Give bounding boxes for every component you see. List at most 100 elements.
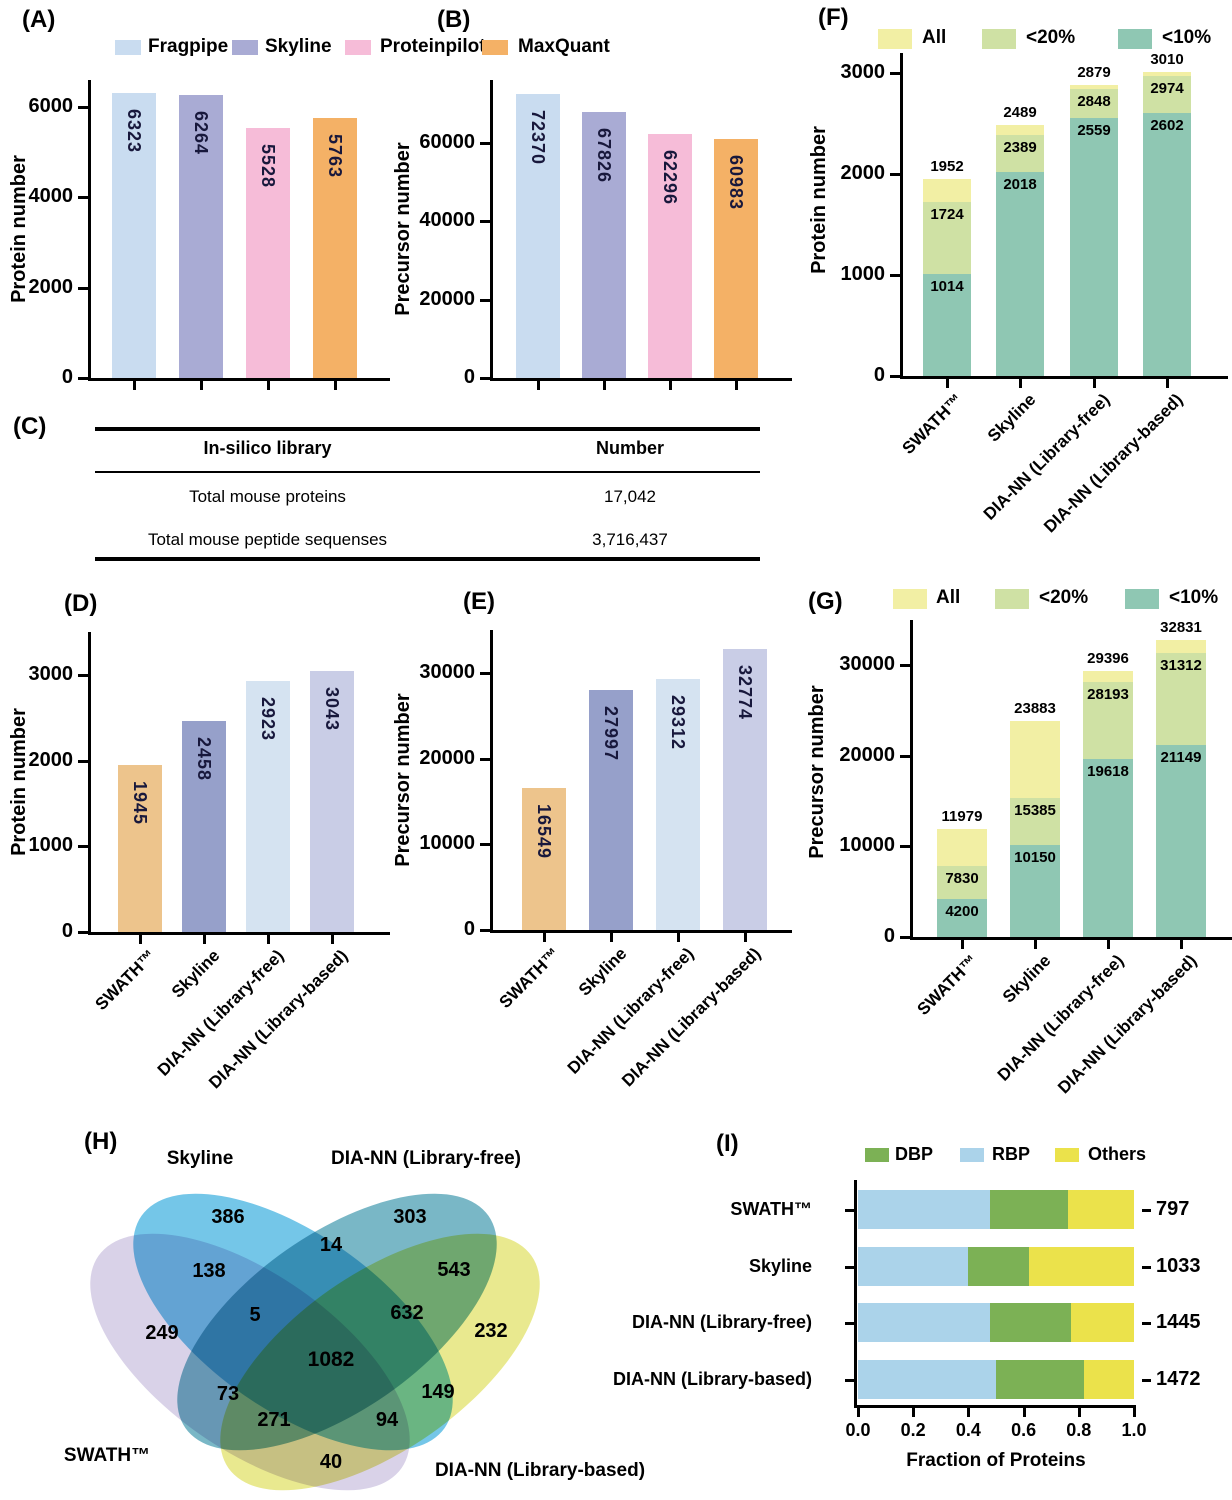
B-y-tick-label: 40000 xyxy=(419,209,475,232)
G-x-tick xyxy=(1107,940,1110,949)
D-y-tick-label: 3000 xyxy=(28,662,74,685)
E-bar-value-label: 27997 xyxy=(601,706,621,762)
venn-count-C: 303 xyxy=(393,1206,427,1228)
A-bar-Skyline xyxy=(179,95,223,378)
A-bar-MaxQuant xyxy=(313,117,357,378)
A-bar-Fragpipe xyxy=(112,92,156,378)
E-x-tick xyxy=(744,933,747,942)
G-bar-lt10-Skyline xyxy=(1010,845,1060,937)
table-header-border xyxy=(95,471,760,473)
venn-set-label-DIA-NN (Library-based): DIA-NN (Library-based) xyxy=(434,1460,646,1481)
G-y-tick xyxy=(900,936,910,939)
venn-set-label-SWATH™: SWATH™ xyxy=(63,1445,151,1466)
B-y-axis-title: Precursor number xyxy=(392,142,414,316)
A-y-tick xyxy=(78,286,88,290)
D-bar-DIA-NN (Library-free) xyxy=(246,681,290,932)
G-y-tick xyxy=(900,754,910,758)
F-x-tick xyxy=(1166,379,1169,388)
A-y-axis-title: Protein number xyxy=(8,155,30,303)
A-x-tick xyxy=(200,381,203,390)
F-y-tick xyxy=(890,173,900,177)
I-row-tick xyxy=(845,1265,854,1269)
I-x-tick xyxy=(857,1408,860,1417)
G-y-tick-label: 0 xyxy=(883,925,895,947)
I-segment-DBP-DIA-NN (Library-free) xyxy=(990,1303,1071,1342)
G-legend-swatch-<10% xyxy=(1125,589,1159,609)
legend-ab-swatch-Proteinpilot xyxy=(345,40,371,55)
I-segment-Others-DIA-NN (Library-based) xyxy=(1084,1360,1134,1399)
E-x-tick xyxy=(610,933,613,942)
I-x-tick-label: 0.0 xyxy=(845,1420,871,1440)
B-x-tick xyxy=(537,381,540,390)
venn-count-ABC: 5 xyxy=(249,1304,261,1326)
I-row-tick xyxy=(845,1321,854,1325)
G-x-axis xyxy=(910,937,1232,940)
I-y-axis xyxy=(854,1180,857,1408)
I-total-label: 797 xyxy=(1156,1197,1190,1220)
G-total-label: 32831 xyxy=(1160,618,1202,636)
D-x-axis xyxy=(88,932,390,935)
legend-ab-label: Fragpipe xyxy=(148,36,229,57)
panel-label-e: (E) xyxy=(463,588,495,615)
B-y-tick-label: 20000 xyxy=(419,287,475,310)
G-bar-lt20-DIA-NN (Library-free) xyxy=(1083,681,1133,760)
I-x-tick xyxy=(1077,1408,1081,1417)
E-bar-value-label: 16549 xyxy=(534,804,554,860)
venn-count-CD: 543 xyxy=(437,1259,471,1281)
F-legend-label: All xyxy=(922,27,947,48)
G-x-tick xyxy=(961,940,964,949)
A-x-axis xyxy=(88,378,390,381)
B-bar-value-label: 72370 xyxy=(528,110,548,166)
I-x-tick-label: 0.8 xyxy=(1066,1420,1092,1440)
G-bar-lt10-DIA-NN (Library-based) xyxy=(1156,745,1206,937)
D-bar-value-label: 1945 xyxy=(130,781,150,826)
E-x-tick xyxy=(543,933,546,942)
F-x-tick xyxy=(946,379,949,388)
B-x-axis xyxy=(490,378,792,381)
D-bar-value-label: 2923 xyxy=(258,697,278,742)
I-total-tick xyxy=(1142,1378,1151,1382)
G-lt10-label: 19618 xyxy=(1087,763,1129,781)
I-x-tick-label: 0.6 xyxy=(1011,1420,1037,1440)
table-top-border xyxy=(95,427,760,431)
D-bar-value-label: 2458 xyxy=(194,737,214,782)
venn-count-ABCD: 1082 xyxy=(307,1348,355,1371)
I-segment-Others-DIA-NN (Library-free) xyxy=(1070,1303,1134,1342)
I-legend-label: RBP xyxy=(992,1144,1031,1164)
F-x-tick xyxy=(1093,379,1096,388)
A-y-tick-label: 0 xyxy=(61,366,73,388)
B-x-tick xyxy=(669,381,672,390)
B-y-tick xyxy=(480,141,490,145)
panel-label-a: (A) xyxy=(22,6,56,33)
G-lt20-label: 28193 xyxy=(1087,685,1129,703)
B-y-tick xyxy=(480,377,490,380)
G-bar-lt20-SWATH™ xyxy=(937,866,987,899)
E-bar-Skyline xyxy=(589,690,633,930)
panel-label-g: (G) xyxy=(808,588,843,615)
B-bar-Skyline xyxy=(582,112,626,378)
I-row-label-SWATH™: SWATH™ xyxy=(730,1198,812,1219)
I-x-tick xyxy=(1022,1408,1026,1417)
F-total-label: 3010 xyxy=(1150,51,1184,69)
E-bar-SWATH™ xyxy=(522,788,566,930)
D-x-tick xyxy=(139,935,142,944)
table-cell-peptides-label: Total mouse peptide sequenses xyxy=(147,530,388,549)
G-y-tick-label: 20000 xyxy=(839,743,895,766)
I-total-label: 1033 xyxy=(1156,1254,1201,1277)
G-y-axis xyxy=(910,620,913,940)
venn-count-AC: 271 xyxy=(257,1409,291,1431)
G-legend-label: <10% xyxy=(1169,587,1219,608)
F-lt20-label: 1724 xyxy=(930,205,964,223)
F-legend-label: <20% xyxy=(1026,27,1076,48)
A-x-tick xyxy=(334,381,337,390)
venn-count-AB: 138 xyxy=(192,1260,226,1282)
G-lt10-label: 4200 xyxy=(945,902,979,920)
F-lt10-label: 1014 xyxy=(930,277,964,295)
F-y-axis-title: Protein number xyxy=(808,126,830,274)
F-lt10-label: 2018 xyxy=(1003,176,1037,194)
D-y-tick xyxy=(78,673,88,677)
I-x-axis xyxy=(854,1405,1136,1408)
I-x-axis-title: Fraction of Proteins xyxy=(906,1450,1086,1471)
I-segment-RBP-SWATH™ xyxy=(858,1190,991,1229)
